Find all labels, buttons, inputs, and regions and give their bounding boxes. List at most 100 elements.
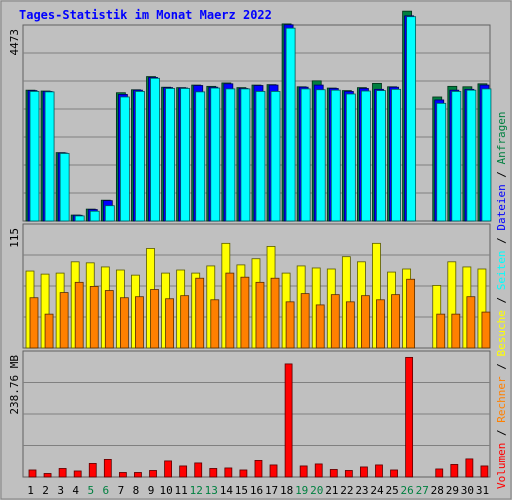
bar-volumen-day-21 — [329, 469, 338, 478]
bar-seiten-day-6 — [104, 205, 115, 222]
x-tick-label-11: 11 — [175, 484, 188, 497]
bar-volumen-day-13 — [209, 468, 218, 478]
x-tick-label-13: 13 — [205, 484, 218, 497]
legend-entry-seiten: Seiten — [495, 251, 508, 291]
bar-rechner-day-3 — [59, 292, 69, 349]
legend-entry-anfragen: Anfragen — [495, 111, 508, 164]
legend-entry-besuche: Besuche — [495, 310, 508, 356]
bar-rechner-day-31 — [481, 311, 491, 349]
bar-seiten-day-21 — [330, 89, 341, 222]
bar-volumen-day-19 — [299, 465, 308, 478]
x-tick-label-31: 31 — [476, 484, 489, 497]
bar-seiten-day-31 — [481, 88, 492, 222]
bar-rechner-day-1 — [29, 297, 39, 349]
x-tick-label-24: 24 — [370, 484, 384, 497]
bar-seiten-day-25 — [391, 88, 401, 222]
x-tick-label-27: 27 — [416, 484, 429, 497]
panel-volume: 238.76 MB — [8, 350, 491, 478]
x-tick-label-16: 16 — [250, 484, 263, 497]
bar-rechner-day-9 — [150, 289, 159, 349]
bar-seiten-day-24 — [376, 90, 386, 222]
bar-seiten-day-7 — [119, 96, 130, 222]
x-tick-label-12: 12 — [190, 484, 203, 497]
bar-seiten-day-12 — [195, 91, 206, 222]
bar-rechner-day-15 — [240, 276, 250, 349]
bar-volumen-day-7 — [118, 472, 127, 478]
bar-volumen-day-12 — [194, 462, 203, 478]
bar-volumen-day-30 — [465, 458, 474, 478]
bar-rechner-day-7 — [119, 297, 129, 349]
bar-rechner-day-19 — [300, 293, 310, 349]
bar-volumen-day-6 — [103, 459, 112, 478]
bar-volumen-day-15 — [239, 469, 248, 478]
bar-volumen-day-24 — [375, 464, 383, 478]
panel-visits: 115 — [8, 223, 491, 349]
bar-volumen-day-5 — [88, 463, 97, 478]
x-tick-label-21: 21 — [325, 484, 338, 497]
x-tick-label-26: 26 — [401, 484, 414, 497]
bar-rechner-day-14 — [225, 272, 235, 349]
x-tick-label-14: 14 — [220, 484, 234, 497]
legend-entry-volumen: Volumen — [495, 443, 508, 489]
x-tick-label-18: 18 — [280, 484, 293, 497]
x-tick-label-15: 15 — [235, 484, 248, 497]
x-tick-label-2: 2 — [42, 484, 49, 497]
bar-seiten-day-16 — [255, 91, 266, 222]
bar-volumen-day-20 — [314, 463, 323, 478]
legend-separator: / — [495, 357, 508, 377]
x-tick-label-28: 28 — [431, 484, 444, 497]
x-tick-label-22: 22 — [340, 484, 353, 497]
bar-rechner-day-22 — [345, 301, 355, 349]
bar-volumen-day-1 — [28, 469, 37, 478]
x-tick-label-8: 8 — [133, 484, 140, 497]
bar-seiten-day-11 — [180, 88, 191, 222]
bar-seiten-day-9 — [150, 77, 160, 222]
legend-separator: / — [495, 164, 508, 184]
bar-seiten-day-4 — [74, 215, 85, 222]
x-tick-label-1: 1 — [27, 484, 34, 497]
legend-separator: / — [495, 231, 508, 251]
bar-volumen-day-28 — [435, 468, 444, 478]
y-max-label: 115 — [8, 228, 21, 248]
x-tick-label-25: 25 — [385, 484, 398, 497]
bar-volumen-day-2 — [43, 473, 52, 478]
bar-rechner-day-25 — [391, 294, 400, 349]
bar-rechner-day-21 — [330, 294, 340, 349]
bar-rechner-day-17 — [270, 277, 280, 349]
panel-requests: 4473 — [8, 10, 492, 222]
x-tick-label-29: 29 — [446, 484, 459, 497]
bar-rechner-day-18 — [285, 301, 295, 349]
panels-layer: 4473 115 238.76 MB — [8, 10, 492, 478]
bar-volumen-day-10 — [164, 460, 172, 478]
legend-separator: / — [495, 290, 508, 310]
bar-rechner-day-11 — [180, 295, 190, 349]
x-tick-label-3: 3 — [57, 484, 64, 497]
bar-seiten-day-26 — [406, 16, 417, 222]
bar-seiten-day-5 — [89, 210, 100, 222]
bar-volumen-day-22 — [344, 470, 353, 478]
bar-volumen-day-9 — [149, 470, 157, 478]
bar-seiten-day-22 — [345, 93, 356, 222]
bar-volumen-day-17 — [269, 464, 278, 478]
legend-right: Volumen / Rechner / Besuche / Seiten / D… — [495, 111, 508, 489]
bar-volumen-day-23 — [360, 466, 368, 478]
bar-seiten-day-17 — [270, 91, 281, 222]
x-tick-label-6: 6 — [103, 484, 110, 497]
legend-entry-dateien: Dateien — [495, 184, 508, 230]
bar-seiten-day-19 — [300, 88, 311, 222]
bar-seiten-day-13 — [210, 87, 221, 222]
bar-rechner-day-10 — [165, 298, 174, 349]
bar-seiten-day-1 — [29, 91, 40, 222]
bar-volumen-day-16 — [254, 460, 263, 478]
bar-volumen-day-11 — [179, 465, 188, 478]
y-max-label: 238.76 MB — [8, 355, 21, 415]
bar-rechner-day-26 — [406, 278, 416, 349]
x-tick-label-5: 5 — [87, 484, 94, 497]
bar-seiten-day-29 — [451, 91, 462, 222]
x-tick-label-19: 19 — [295, 484, 308, 497]
bar-seiten-day-10 — [165, 88, 175, 222]
bar-rechner-day-23 — [361, 295, 370, 349]
bar-rechner-day-16 — [255, 281, 265, 349]
